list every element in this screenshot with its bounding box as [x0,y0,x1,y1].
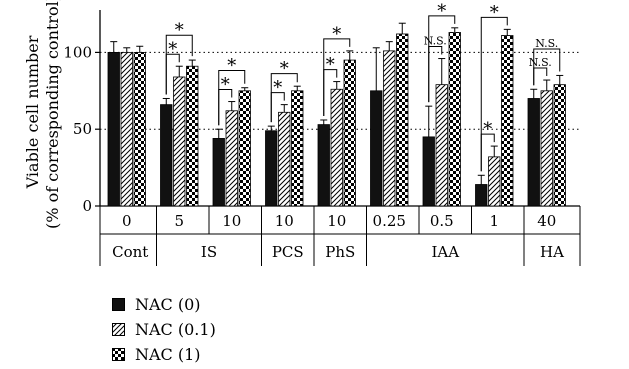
y-axis-title-line1: Viable cell number [23,35,42,189]
compound-label: PCS [272,243,304,261]
legend-swatch-checker [112,348,125,361]
dose-label: 0.5 [430,212,454,230]
bar [396,33,409,207]
y-tick-label: 100 [63,43,92,61]
significance-bracket [270,73,298,123]
legend-swatch-solid [112,298,125,311]
dose-label: 1 [489,212,499,230]
bar [343,59,356,207]
legend-item-nac-1: NAC (1) [112,342,216,367]
significance-label: * [490,2,499,23]
legend-label: NAC (1) [135,345,201,364]
compound-label: HA [540,243,564,261]
significance-label: * [437,1,446,22]
significance-brackets: ****** ** N.S.***N.S.N.S. [165,1,561,172]
compound-label: IAA [431,243,459,261]
bar [540,90,553,207]
significance-bracket [218,70,246,126]
bar [317,124,330,207]
bar [120,52,133,207]
bar [225,110,238,207]
compound-label: Cont [112,243,148,261]
compound-label: PhS [325,243,355,261]
x-axis-labels: 0 5 10 10 10 0.25 0.5 1 40 Cont IS PCS PhS IAA HA [99,206,581,266]
significance-label: * [483,119,492,140]
significance-bracket [480,16,508,172]
bar [383,50,396,207]
bar [475,184,488,207]
y-tick-label: 50 [73,120,92,138]
bar [501,35,514,207]
significance-label: * [326,55,335,76]
legend-swatch-hatch [112,323,125,336]
bar [173,76,186,207]
dose-label: 10 [222,212,241,230]
bar [265,130,278,207]
bar [422,136,435,207]
bar [448,32,461,207]
bar [488,156,501,207]
dose-label: 0.25 [373,212,406,230]
bar [435,84,448,207]
legend: NAC (0) NAC (0.1) NAC (1) [112,292,216,367]
significance-label: N.S. [424,35,447,48]
significance-bracket [165,34,193,95]
bars [107,22,566,207]
significance-label: * [280,59,289,80]
legend-item-nac-0-1: NAC (0.1) [112,317,216,342]
legend-label: NAC (0.1) [135,320,216,339]
significance-label: N.S. [529,56,552,69]
y-axis-title: Viable cell number (% of corresponding c… [23,0,62,229]
significance-label: * [227,56,236,77]
significance-bracket [533,67,548,86]
bar [238,90,251,207]
legend-item-nac-0: NAC (0) [112,292,216,317]
bar-chart: Viable cell number (% of corresponding c… [23,0,581,266]
y-axis-title-line2: (% of corresponding control) [43,0,62,229]
significance-label: * [175,20,184,41]
bar [107,52,120,207]
dose-label: 10 [327,212,346,230]
significance-label: N.S. [535,37,558,50]
compound-label: IS [201,243,217,261]
bar [291,90,304,207]
bar [330,88,343,207]
bar [133,52,146,207]
significance-label: * [221,75,230,96]
bar [160,104,173,207]
significance-bracket [533,48,561,86]
significance-bracket [428,15,456,103]
significance-label: * [332,24,341,45]
legend-label: NAC (0) [135,295,201,314]
bar [527,98,540,207]
dose-label: 5 [174,212,184,230]
dose-label: 0 [122,212,132,230]
bar [370,90,383,207]
bar [212,138,225,207]
significance-bracket [323,38,351,116]
bar [553,84,566,207]
dose-label: 10 [275,212,294,230]
significance-label: * [273,78,282,99]
bar [278,111,291,207]
significance-label: * [168,39,177,60]
dose-label: 40 [537,212,556,230]
bar [186,65,199,207]
y-tick-label: 0 [82,197,92,215]
